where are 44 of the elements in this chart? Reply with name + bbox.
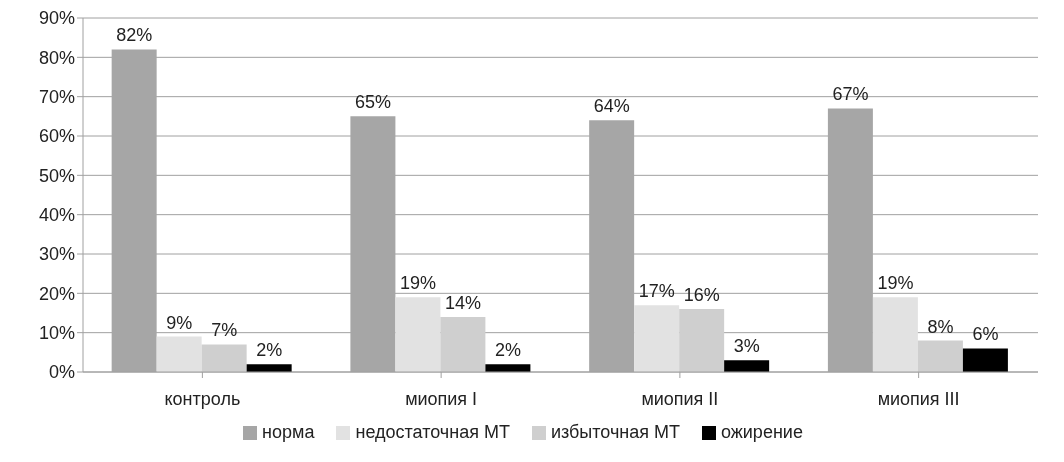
bar xyxy=(917,340,963,372)
data-label: 67% xyxy=(832,84,869,105)
legend-label: ожирение xyxy=(720,422,803,443)
data-label: 9% xyxy=(166,312,193,333)
data-label: 7% xyxy=(211,320,238,341)
data-label: 19% xyxy=(399,273,436,294)
data-label: 17% xyxy=(638,281,675,302)
data-label: 64% xyxy=(593,96,630,117)
data-label: 14% xyxy=(444,292,481,313)
bar xyxy=(872,297,918,372)
data-label: 82% xyxy=(116,25,153,46)
bar xyxy=(201,344,247,372)
x-tick-label: миопия III xyxy=(877,388,960,409)
data-label: 16% xyxy=(683,285,720,306)
data-label: 65% xyxy=(354,92,391,113)
bar xyxy=(724,360,770,372)
bar xyxy=(634,305,680,372)
legend-label: избыточная МТ xyxy=(550,422,680,443)
legend-label: недостаточная МТ xyxy=(355,422,510,443)
data-label: 8% xyxy=(927,316,954,337)
y-tick-label: 10% xyxy=(38,323,75,344)
y-tick-label: 0% xyxy=(48,362,75,383)
y-tick-label: 20% xyxy=(38,283,75,304)
y-tick-label: 60% xyxy=(38,126,75,147)
data-label: 6% xyxy=(972,324,999,345)
data-label: 2% xyxy=(256,340,283,361)
data-label: 3% xyxy=(733,336,760,357)
bar xyxy=(962,348,1008,372)
bar xyxy=(440,316,486,372)
x-tick-label: контроль xyxy=(164,388,241,409)
y-tick-label: 80% xyxy=(38,47,75,68)
bar xyxy=(395,297,441,372)
y-tick-label: 30% xyxy=(38,244,75,265)
bar xyxy=(679,309,725,372)
data-label: 19% xyxy=(877,273,914,294)
data-label: 2% xyxy=(494,340,521,361)
y-tick-label: 70% xyxy=(38,87,75,108)
bar xyxy=(156,336,202,372)
x-tick-label: миопия II xyxy=(641,388,719,409)
y-tick-label: 90% xyxy=(38,8,75,29)
y-tick-label: 40% xyxy=(38,205,75,226)
y-tick-label: 50% xyxy=(38,165,75,186)
legend-label: норма xyxy=(262,422,315,443)
x-tick-label: миопия I xyxy=(405,388,478,409)
